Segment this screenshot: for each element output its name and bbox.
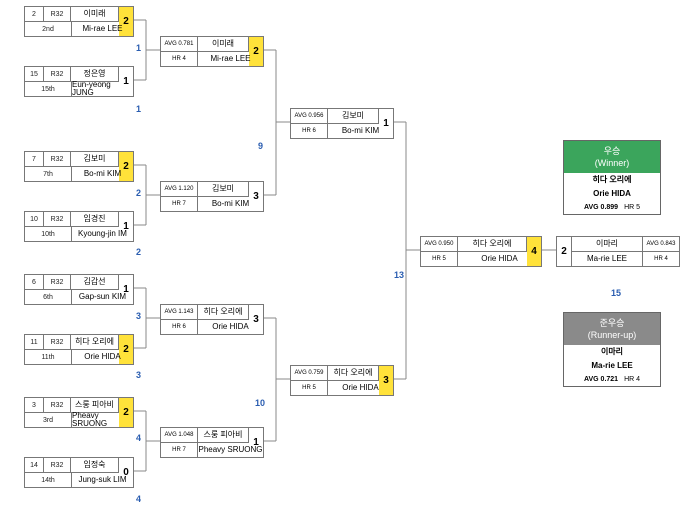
- round: R32: [44, 7, 71, 21]
- conn-num: 13: [394, 271, 404, 280]
- runnerup-head: 준우승(Runner-up): [564, 313, 660, 345]
- r32-match-1a: 2R32이미래2 2ndMi-rae LEE: [24, 6, 134, 37]
- conn-num: 9: [258, 142, 263, 151]
- qf-1: AVG 0.956김보미1 HR 6Bo-mi KIM: [290, 108, 394, 139]
- final: 2이마리AVG 0.843 Ma-rie LEEHR 4: [556, 236, 680, 267]
- r32-match-3b: 11R32히다 오리에2 11thOrie HIDA: [24, 334, 134, 365]
- conn-num: 15: [611, 289, 621, 298]
- r32-match-3a: 6R32김갑선1 6thGap-sun KIM: [24, 274, 134, 305]
- r16-4: AVG 1.048스룽 피아비1 HR 7Pheavy SRUONG: [160, 427, 264, 458]
- r16-3: AVG 1.143히다 오리에3 HR 6Orie HIDA: [160, 304, 264, 335]
- conn-num: 2: [136, 189, 141, 198]
- winner-box: 우승(Winner) 히다 오리에 Orie HIDA AVG 0.899HR …: [563, 140, 661, 215]
- runnerup-box: 준우승(Runner-up) 이마리 Ma-rie LEE AVG 0.721H…: [563, 312, 661, 387]
- r32-match-4a: 3R32스룽 피아비2 3rdPheavy SRUONG: [24, 397, 134, 428]
- r16-2: AVG 1.120김보미3 HR 7Bo-mi KIM: [160, 181, 264, 212]
- rank: 2nd: [25, 22, 72, 36]
- conn-num: 2: [136, 248, 141, 257]
- conn-num: 1: [136, 44, 141, 53]
- conn-num: 10: [255, 399, 265, 408]
- conn-num: 4: [136, 495, 141, 504]
- name-en: Mi-rae LEE: [72, 22, 133, 36]
- r16-1: AVG 0.781이미래2 HR 4Mi-rae LEE: [160, 36, 264, 67]
- r32-match-2b: 10R32임경진1 10thKyoung-jin IM: [24, 211, 134, 242]
- conn-num: 1: [136, 105, 141, 114]
- seed: 2: [25, 7, 44, 21]
- name-kr: 이미래: [71, 7, 119, 21]
- qf-2: AVG 0.759히다 오리에3 HR 5Orie HIDA: [290, 365, 394, 396]
- sf: AVG 0.950히다 오리에4 HR 5Orie HIDA: [420, 236, 542, 267]
- bracket-root: 2R32이미래2 2ndMi-rae LEE 15R32정은영1 15thEun…: [0, 0, 700, 516]
- r32-match-2a: 7R32김보미2 7thBo-mi KIM: [24, 151, 134, 182]
- r32-match-4b: 14R32임정숙0 14thJung-suk LIM: [24, 457, 134, 488]
- conn-num: 3: [136, 312, 141, 321]
- winner-head: 우승(Winner): [564, 141, 660, 173]
- conn-num: 3: [136, 371, 141, 380]
- avg-hr: AVG 0.781: [161, 37, 198, 51]
- conn-num: 4: [136, 434, 141, 443]
- r32-match-1b: 15R32정은영1 15thEun-yeong JUNG: [24, 66, 134, 97]
